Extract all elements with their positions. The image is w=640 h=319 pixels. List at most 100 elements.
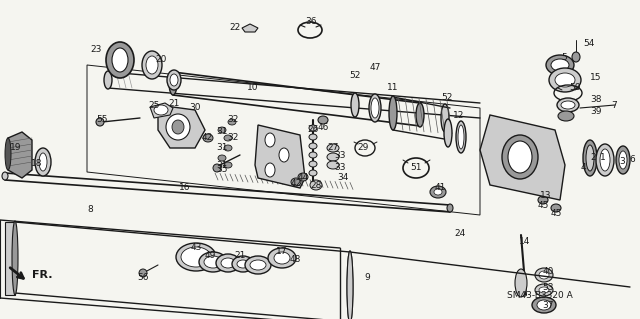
Ellipse shape	[12, 221, 18, 295]
Ellipse shape	[146, 56, 158, 74]
Ellipse shape	[176, 243, 216, 271]
Ellipse shape	[35, 148, 51, 176]
Ellipse shape	[434, 189, 442, 195]
Text: 16: 16	[179, 183, 191, 192]
Ellipse shape	[268, 248, 296, 268]
Ellipse shape	[309, 134, 317, 140]
Ellipse shape	[224, 135, 232, 141]
Ellipse shape	[441, 104, 449, 132]
Text: 41: 41	[435, 183, 445, 192]
Text: 50: 50	[569, 84, 580, 93]
Text: SM43-B3320 A: SM43-B3320 A	[507, 292, 573, 300]
Text: 36: 36	[305, 18, 317, 26]
Ellipse shape	[327, 144, 339, 152]
Ellipse shape	[515, 269, 527, 297]
Ellipse shape	[218, 127, 226, 133]
Text: 12: 12	[453, 110, 465, 120]
Ellipse shape	[586, 145, 594, 171]
Ellipse shape	[224, 162, 232, 168]
Text: 1: 1	[600, 153, 606, 162]
Ellipse shape	[169, 71, 177, 95]
Ellipse shape	[112, 48, 128, 72]
Ellipse shape	[265, 133, 275, 147]
Text: 53: 53	[542, 284, 554, 293]
Ellipse shape	[203, 134, 213, 142]
Text: 10: 10	[247, 84, 259, 93]
Text: 39: 39	[590, 108, 602, 116]
Ellipse shape	[583, 140, 597, 176]
Text: 20: 20	[156, 56, 166, 64]
Ellipse shape	[551, 59, 569, 71]
Text: 2: 2	[590, 153, 596, 162]
Ellipse shape	[561, 101, 575, 109]
Text: 52: 52	[442, 93, 452, 102]
Text: 43: 43	[190, 243, 202, 253]
Ellipse shape	[456, 121, 466, 153]
Text: 31: 31	[216, 144, 228, 152]
Ellipse shape	[291, 178, 301, 186]
Ellipse shape	[172, 120, 184, 134]
Text: 38: 38	[590, 95, 602, 105]
Text: 56: 56	[137, 273, 148, 283]
Ellipse shape	[572, 52, 580, 62]
Text: 27: 27	[327, 144, 339, 152]
Text: 23: 23	[90, 46, 102, 55]
Ellipse shape	[508, 141, 532, 173]
Ellipse shape	[142, 51, 162, 79]
Ellipse shape	[558, 111, 574, 121]
Text: FR.: FR.	[32, 270, 52, 280]
Ellipse shape	[309, 161, 317, 167]
Ellipse shape	[204, 256, 222, 268]
Text: 6: 6	[629, 155, 635, 165]
Ellipse shape	[218, 155, 226, 161]
Text: 48: 48	[289, 256, 301, 264]
Text: 40: 40	[542, 268, 554, 277]
Ellipse shape	[444, 119, 452, 147]
Ellipse shape	[170, 74, 178, 86]
Text: 17: 17	[276, 248, 288, 256]
Text: 42: 42	[202, 133, 212, 143]
Ellipse shape	[309, 152, 317, 158]
Text: 28: 28	[310, 181, 322, 189]
Ellipse shape	[347, 251, 353, 319]
Ellipse shape	[232, 256, 254, 272]
Text: 31: 31	[216, 128, 228, 137]
Text: 21: 21	[234, 250, 246, 259]
Ellipse shape	[551, 204, 561, 212]
Polygon shape	[5, 222, 15, 295]
Ellipse shape	[309, 170, 317, 176]
Ellipse shape	[369, 94, 381, 122]
Ellipse shape	[228, 119, 236, 125]
Ellipse shape	[213, 164, 221, 172]
Polygon shape	[8, 132, 32, 178]
Text: 18: 18	[31, 159, 43, 167]
Text: 33: 33	[334, 164, 346, 173]
Text: 24: 24	[454, 228, 466, 238]
Text: 3: 3	[619, 158, 625, 167]
Ellipse shape	[279, 148, 289, 162]
Ellipse shape	[167, 70, 181, 90]
Text: 37: 37	[542, 300, 554, 309]
Ellipse shape	[310, 180, 322, 190]
Ellipse shape	[347, 251, 353, 319]
Ellipse shape	[327, 153, 339, 161]
Ellipse shape	[458, 125, 464, 149]
Ellipse shape	[447, 204, 453, 212]
Polygon shape	[480, 115, 565, 200]
Ellipse shape	[5, 138, 11, 170]
Polygon shape	[150, 103, 173, 118]
Polygon shape	[255, 125, 305, 188]
Ellipse shape	[181, 247, 211, 267]
Ellipse shape	[274, 252, 290, 264]
Text: 11: 11	[387, 84, 399, 93]
Text: 22: 22	[229, 24, 241, 33]
Ellipse shape	[535, 268, 553, 282]
Text: 46: 46	[317, 123, 329, 132]
Text: 5: 5	[561, 53, 567, 62]
Ellipse shape	[430, 186, 446, 198]
Ellipse shape	[154, 105, 168, 115]
Ellipse shape	[502, 135, 538, 179]
Text: 7: 7	[611, 100, 617, 109]
Ellipse shape	[221, 258, 235, 268]
Text: 29: 29	[357, 144, 369, 152]
